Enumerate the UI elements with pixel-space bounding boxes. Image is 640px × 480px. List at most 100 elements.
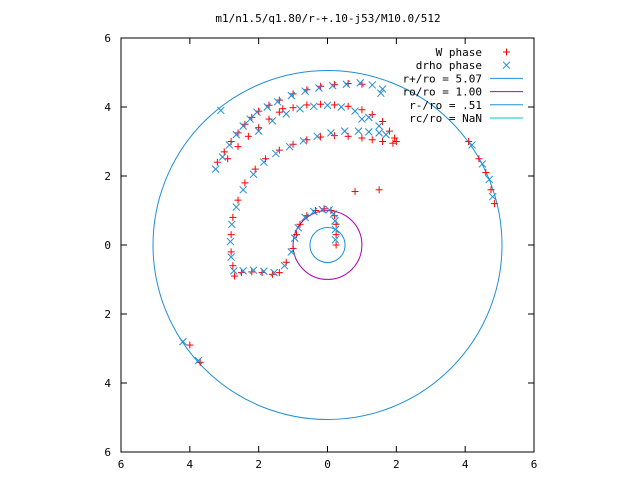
w-phase-point <box>213 158 221 166</box>
chart-title: m1/n1.5/q1.80/r-+.10-j53/M10.0/512 <box>215 12 440 25</box>
w-phase-point <box>379 117 387 125</box>
drho-phase-point <box>270 268 279 277</box>
drho-phase-point <box>342 80 351 89</box>
drho-phase-point <box>239 267 248 275</box>
w-phase-point <box>186 341 194 349</box>
w-phase-point <box>241 179 249 187</box>
w-phase-point <box>475 155 483 163</box>
drho-phase-point <box>301 87 309 95</box>
drho-phase-point <box>313 132 322 141</box>
drho-phase-point <box>378 85 387 93</box>
drho-phase-point <box>249 266 258 275</box>
drho-phase-point <box>299 136 308 145</box>
x-tick-label: 6 <box>531 458 538 471</box>
drho-phase-point <box>232 130 241 139</box>
drho-phase-point <box>239 122 248 130</box>
w-phase-point <box>330 101 338 109</box>
legend-entry-label: drho phase <box>416 59 482 72</box>
drho-phase-point <box>239 185 248 194</box>
w-phase-point <box>379 138 387 145</box>
drho-phase-point <box>253 108 261 117</box>
drho-phase-point <box>287 248 296 256</box>
w-phase-point <box>487 186 495 194</box>
w-phase-point <box>231 272 239 280</box>
legend-marker <box>503 48 510 56</box>
drho-phase-point <box>318 205 327 214</box>
w-phase-point <box>227 248 235 256</box>
drho-phase-point <box>290 234 299 242</box>
drho-phase-point <box>194 356 203 365</box>
y-tick-label: 4 <box>104 101 111 114</box>
drho-phase-point <box>331 235 340 244</box>
drho-phase-point <box>179 337 187 346</box>
drho-phase-point <box>351 107 359 115</box>
drho-phase-point <box>259 158 268 167</box>
drho-phase-point <box>249 170 258 179</box>
w-phase-point <box>234 143 242 151</box>
w-phase-point <box>234 196 242 204</box>
drho-phase-point <box>328 81 337 90</box>
drho-phase-point <box>329 210 338 218</box>
y-tick-label: 4 <box>104 377 111 390</box>
x-tick-label: 4 <box>187 458 194 471</box>
w-phase-point <box>389 139 397 147</box>
drho-phase-point <box>226 237 235 246</box>
drho-phase-point <box>356 78 365 87</box>
drho-phase-point <box>309 207 318 216</box>
y-tick-label: 0 <box>104 239 111 252</box>
drho-phase-point <box>301 213 309 222</box>
legend-entry-label: rc/ro = NaN <box>409 112 482 125</box>
drho-phase-point <box>468 141 476 149</box>
w-phase-point <box>358 134 366 142</box>
legend-entry-label: r+/ro = 5.07 <box>403 72 482 85</box>
y-tick-label: 6 <box>104 32 111 45</box>
w-phase-point <box>392 138 400 145</box>
drho-phase-point <box>211 165 220 173</box>
w-phase-point <box>227 231 235 239</box>
drho-phase-point <box>254 127 263 136</box>
drho-phase-point <box>268 116 277 125</box>
w-phase-point <box>275 108 283 116</box>
drho-phase-point <box>272 149 280 158</box>
drho-phase-point <box>296 104 304 113</box>
w-phase-point <box>279 105 287 113</box>
y-tick-label: 2 <box>104 308 111 321</box>
drho-phase-point <box>309 102 318 111</box>
drho-phase-point <box>337 103 346 111</box>
w-phase-point <box>344 102 352 110</box>
legend-entry-label: ro/ro = 1.00 <box>403 86 482 99</box>
drho-phase-point <box>218 153 227 161</box>
w-phase-point <box>358 106 366 114</box>
y-tick-label: 6 <box>104 446 111 459</box>
w-phase-point <box>303 101 311 109</box>
drho-phase-point <box>263 103 272 111</box>
drho-phase-point <box>364 113 373 122</box>
legend-entry-label: W phase <box>436 46 482 59</box>
drho-phase-point <box>232 203 241 211</box>
drho-phase-point <box>375 122 383 130</box>
w-phase-point <box>255 124 263 132</box>
w-phase-point <box>490 200 498 208</box>
drho-phase-point <box>246 115 254 123</box>
w-phase-point <box>332 241 340 249</box>
w-phase-point <box>391 134 399 142</box>
w-phase-point <box>289 140 297 148</box>
w-phase-point <box>289 104 297 112</box>
drho-phase-point <box>331 216 339 225</box>
reference-circle <box>152 70 503 420</box>
drho-phase-point <box>227 253 235 261</box>
w-phase-point <box>229 213 237 221</box>
w-phase-point <box>229 262 237 270</box>
w-phase-point <box>375 186 383 194</box>
drho-phase-point <box>315 84 323 92</box>
drho-phase-point <box>331 225 340 234</box>
drho-phase-point <box>485 175 494 184</box>
drho-phase-point <box>478 160 487 168</box>
drho-phase-point <box>323 101 332 110</box>
drho-phase-point <box>280 261 289 270</box>
drho-phase-point <box>259 267 268 276</box>
legend-entry-label: r-/ro = .51 <box>409 99 482 112</box>
reference-circle <box>292 210 363 280</box>
